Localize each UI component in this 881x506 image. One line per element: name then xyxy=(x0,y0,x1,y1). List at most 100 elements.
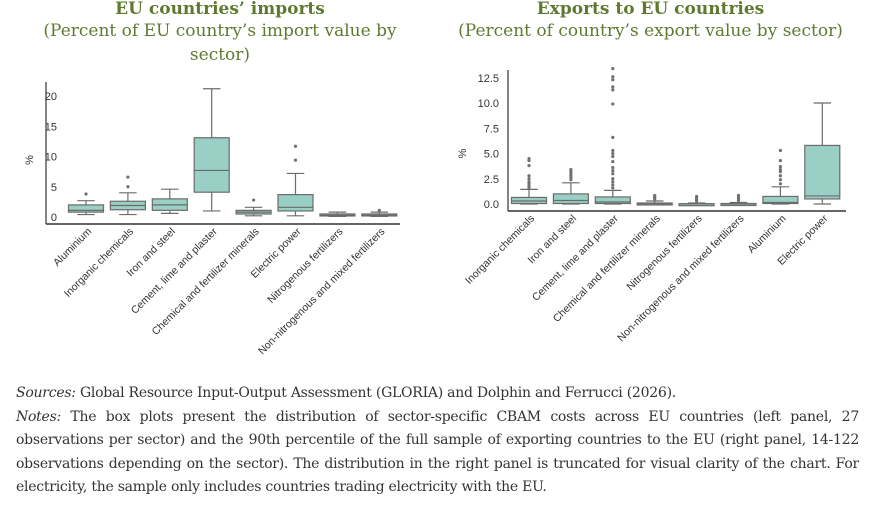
notes-line-2: observations per sector) and the 90th pe… xyxy=(16,432,859,448)
notes-line-4: electricity, the sample only includes co… xyxy=(16,479,547,495)
outlier-point xyxy=(611,151,615,156)
outlier-point xyxy=(611,148,615,153)
outlier-point xyxy=(736,193,741,198)
box-6 xyxy=(762,148,799,205)
x-tick-label: Inorganic chemicals xyxy=(62,226,136,300)
left-panel-title: EU countries’ imports (Percent of EU cou… xyxy=(20,0,420,67)
box-5 xyxy=(720,193,757,207)
y-tick-label: 5.0 xyxy=(484,149,499,161)
box-3 xyxy=(636,193,673,206)
outlier-point xyxy=(653,193,657,198)
x-tick-label: Cement, lime and plaster xyxy=(530,212,621,303)
box-7 xyxy=(361,208,398,217)
x-tick-label: Aluminium xyxy=(745,212,788,255)
box-4 xyxy=(678,194,715,207)
y-tick-label: 0 xyxy=(51,212,57,224)
box-6 xyxy=(319,211,356,217)
x-tick-label: Nitrogenous fertilizers xyxy=(624,213,704,293)
iqr-box xyxy=(804,144,841,200)
outlier-point xyxy=(778,165,783,169)
outlier-point xyxy=(778,158,783,163)
outlier-point xyxy=(527,177,531,181)
y-axis-label: % xyxy=(24,155,36,165)
outlier-point xyxy=(569,168,573,172)
outlier-point xyxy=(611,154,615,159)
left-panel-subtitle-2: sector) xyxy=(189,45,251,65)
figure-notes: Sources: Global Resource Input-Output As… xyxy=(16,382,859,500)
box-5 xyxy=(277,144,314,217)
right-panel-title: Exports to EU countries (Percent of coun… xyxy=(440,0,861,43)
y-tick-label: 7.5 xyxy=(484,123,499,135)
outlier-point xyxy=(126,175,130,179)
box-2 xyxy=(151,188,188,214)
sources-label: Sources: xyxy=(16,385,76,401)
left-panel-subtitle-1: (Percent of EU country’s import value by xyxy=(43,21,397,41)
x-tick-label: Nitrogenous fertilizers xyxy=(265,226,345,306)
outlier-point xyxy=(252,198,256,202)
right-box-plot: % 0.0 2.5 5.0 7.5 10.0 12.5 Inorganic chemicals… xyxy=(457,67,846,344)
box-7 xyxy=(804,102,841,205)
box-1 xyxy=(552,168,590,205)
outlier-point xyxy=(527,174,531,178)
box-0 xyxy=(67,192,105,216)
sources-line: Sources: Global Resource Input-Output As… xyxy=(16,382,859,406)
outlier-point xyxy=(126,185,130,189)
box-3 xyxy=(193,88,230,212)
box-2 xyxy=(594,67,631,205)
iqr-box xyxy=(193,137,230,193)
box-4 xyxy=(235,198,272,217)
outlier-point xyxy=(778,174,783,178)
right-panel-subtitle-1: (Percent of country’s export value by se… xyxy=(458,21,843,41)
outlier-point xyxy=(611,75,615,79)
iqr-box xyxy=(594,196,631,205)
iqr-box xyxy=(277,194,314,212)
outlier-point xyxy=(611,166,615,170)
outlier-point xyxy=(611,88,615,92)
outlier-point xyxy=(611,85,615,89)
outlier-point xyxy=(293,158,298,162)
sources-text: Global Resource Input-Output Assessment … xyxy=(75,385,676,401)
y-tick-label: 12.5 xyxy=(478,73,499,85)
outlier-point xyxy=(377,208,381,212)
box-1 xyxy=(109,175,147,216)
outlier-point xyxy=(84,192,88,196)
outlier-point xyxy=(778,148,783,153)
y-tick-label: 0.0 xyxy=(484,199,499,211)
left-panel-heading: EU countries’ imports xyxy=(115,0,325,19)
outlier-point xyxy=(611,183,615,187)
outlier-point xyxy=(611,67,615,71)
notes-label: Notes: xyxy=(16,408,61,425)
iqr-box xyxy=(762,195,799,205)
outlier-point xyxy=(611,172,615,176)
x-tick-label: Cement, lime and plaster xyxy=(129,225,220,316)
y-tick-label: 10 xyxy=(45,152,57,164)
outlier-point xyxy=(695,194,699,199)
outlier-point xyxy=(611,102,615,106)
y-tick-label: 15 xyxy=(45,121,57,133)
outlier-point xyxy=(527,156,531,161)
outlier-point xyxy=(778,168,783,172)
y-tick-label: 10.0 xyxy=(478,98,499,110)
right-panel-heading: Exports to EU countries xyxy=(536,0,765,19)
outlier-point xyxy=(611,159,615,164)
outlier-point xyxy=(611,135,615,139)
outlier-point xyxy=(293,144,298,148)
outlier-point xyxy=(527,164,531,168)
notes-line-3: observations depending on the sector). T… xyxy=(16,455,859,472)
outlier-point xyxy=(778,182,783,186)
notes-text-1: The box plots present the distribution o… xyxy=(61,408,859,425)
outlier-point xyxy=(611,169,615,173)
y-axis-label: % xyxy=(457,148,469,158)
iqr-box xyxy=(552,193,590,205)
outlier-point xyxy=(527,180,531,184)
outlier-point xyxy=(778,178,783,182)
outlier-point xyxy=(611,177,615,181)
x-tick-label: Inorganic chemicals xyxy=(463,213,537,287)
box-0 xyxy=(510,156,548,205)
outlier-point xyxy=(611,78,615,82)
y-tick-label: 5 xyxy=(51,182,57,194)
iqr-box xyxy=(67,204,105,213)
y-tick-label: 2.5 xyxy=(484,174,499,186)
